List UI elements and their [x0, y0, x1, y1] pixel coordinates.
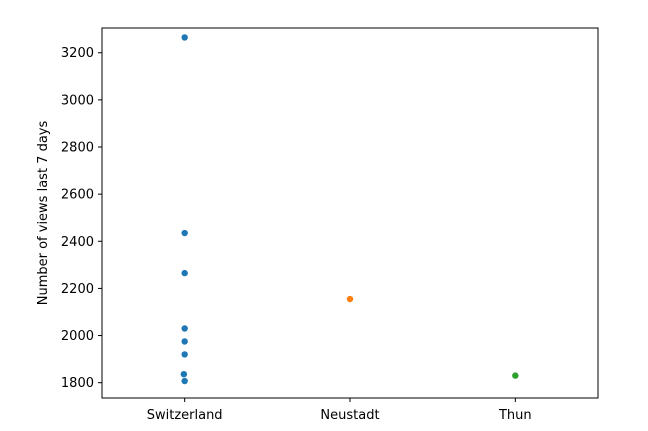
x-axis: Switzerland Neustadt Thun	[147, 398, 532, 423]
data-points	[180, 34, 519, 385]
plot-frame	[101, 27, 599, 399]
y-axis-label: Number of views last 7 days	[36, 121, 51, 306]
data-point-neustadt	[346, 295, 354, 303]
y-tick-label: 2400	[61, 235, 94, 250]
data-point-switzerland	[181, 351, 188, 358]
data-point-switzerland	[181, 34, 188, 41]
x-tick-label: Thun	[498, 408, 532, 423]
y-tick-label: 2000	[61, 329, 94, 344]
data-point-switzerland	[181, 229, 188, 237]
y-tick-label: 2200	[61, 282, 94, 297]
data-point-switzerland	[181, 325, 188, 332]
y-tick-label: 2600	[61, 188, 94, 203]
y-tick-label: 1800	[61, 376, 94, 391]
y-axis: 1800 2000 2200 2400 2600 2800 3000 3200	[61, 46, 102, 391]
y-tick-label: 3200	[61, 46, 94, 61]
data-point-switzerland	[181, 377, 188, 385]
y-tick-label: 2800	[61, 141, 94, 156]
data-point-switzerland	[181, 269, 188, 277]
data-point-switzerland	[181, 338, 188, 345]
data-point-thun	[512, 372, 519, 379]
x-tick-label: Neustadt	[320, 408, 379, 423]
x-tick-label: Switzerland	[147, 408, 223, 423]
y-tick-label: 3000	[61, 93, 94, 108]
data-point-switzerland	[180, 370, 188, 378]
